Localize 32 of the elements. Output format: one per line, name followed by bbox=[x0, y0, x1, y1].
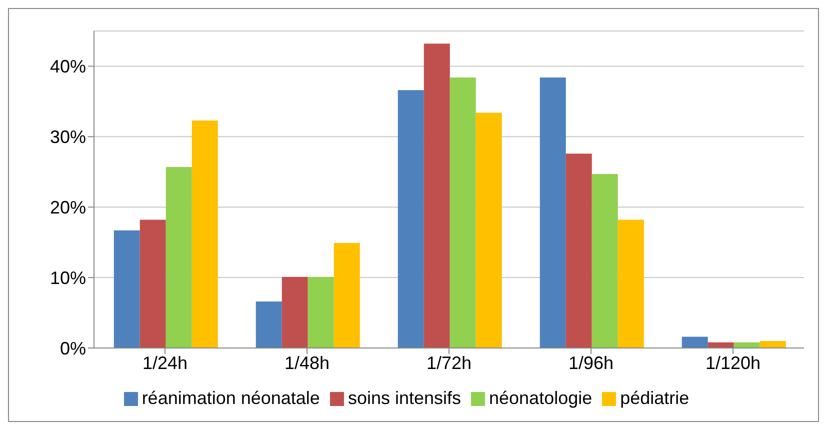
x-tick-label: 1/48h bbox=[284, 352, 330, 373]
bar bbox=[114, 230, 140, 348]
y-tick-label: 0% bbox=[60, 338, 86, 358]
bar bbox=[540, 77, 566, 348]
bar bbox=[424, 44, 450, 348]
bar bbox=[566, 154, 592, 348]
bar bbox=[334, 243, 360, 348]
x-tick-label: 1/120h bbox=[705, 352, 761, 373]
bar bbox=[476, 112, 502, 348]
y-tick-label: 30% bbox=[50, 127, 86, 148]
x-tick-label: 1/96h bbox=[568, 352, 614, 373]
legend-label: néonatologie bbox=[489, 388, 592, 408]
bar bbox=[166, 166, 192, 348]
y-tick-label: 10% bbox=[50, 268, 86, 288]
bar bbox=[256, 302, 282, 348]
bar bbox=[398, 90, 424, 348]
legend-label: réanimation néonatale bbox=[142, 388, 320, 408]
y-tick-label: 40% bbox=[50, 56, 86, 77]
x-tick-label: 1/72h bbox=[426, 352, 472, 373]
bar bbox=[192, 120, 218, 348]
y-tick-label: 20% bbox=[50, 198, 86, 218]
legend-label: pédiatrie bbox=[620, 388, 690, 408]
bar bbox=[618, 220, 644, 348]
bar bbox=[282, 276, 308, 348]
bar bbox=[450, 77, 476, 348]
x-tick-label: 1/24h bbox=[142, 352, 188, 373]
bar bbox=[140, 220, 166, 348]
bar bbox=[760, 340, 786, 348]
bar bbox=[592, 174, 618, 348]
legend-label: soins intensifs bbox=[348, 388, 462, 408]
bar bbox=[682, 336, 708, 348]
bar bbox=[308, 276, 334, 348]
